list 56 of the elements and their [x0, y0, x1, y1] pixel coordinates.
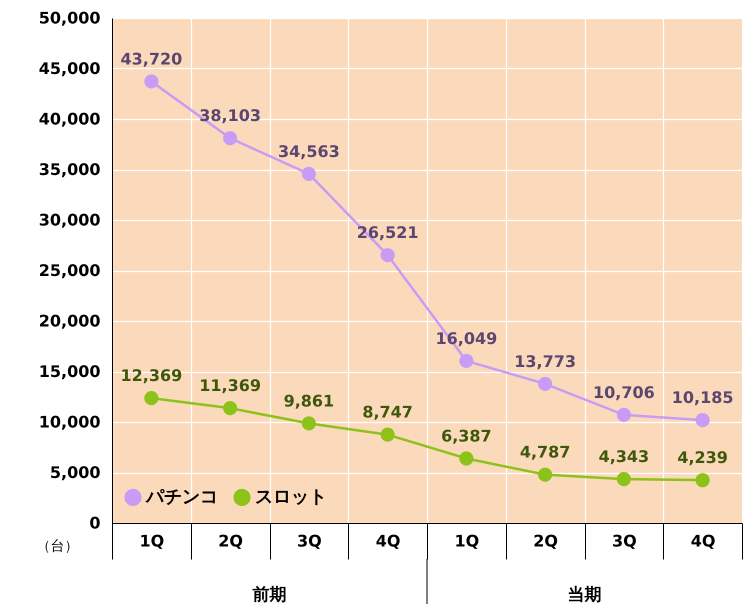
data-label: 11,369	[199, 376, 261, 396]
data-label: 34,563	[278, 142, 340, 161]
x-tick-label: 3Q	[612, 532, 637, 550]
point	[616, 472, 631, 486]
data-label: 13,773	[514, 352, 576, 371]
point	[538, 468, 552, 482]
point	[380, 248, 395, 262]
data-label: 4,239	[677, 448, 728, 468]
point	[144, 391, 158, 406]
point	[223, 131, 238, 146]
point	[696, 473, 710, 488]
point	[223, 401, 238, 416]
point	[302, 166, 316, 181]
x-tick-label: 3Q	[297, 532, 322, 550]
point	[459, 354, 474, 368]
data-label: 38,103	[199, 106, 261, 126]
point	[538, 376, 552, 391]
legend-label: スロット	[255, 486, 327, 508]
data-label: 4,343	[598, 447, 650, 466]
y-tick-label: 50,000	[38, 8, 100, 28]
point	[302, 416, 316, 430]
point	[459, 451, 474, 466]
point	[616, 408, 631, 422]
data-label: 26,521	[356, 223, 418, 242]
x-tick-label: 1Q	[140, 532, 164, 550]
point	[380, 428, 395, 442]
x-tick-label: 4Q	[690, 532, 716, 550]
legend-label: パチンコ	[145, 486, 218, 508]
data-label: 6,387	[441, 426, 492, 446]
x-tick-label: 2Q	[218, 532, 243, 550]
data-label: 4,787	[520, 442, 570, 462]
data-label: 9,861	[284, 391, 334, 410]
y-tick-label: 5,000	[50, 463, 100, 482]
y-tick-label: 10,000	[38, 412, 100, 432]
data-label: 8,747	[362, 402, 413, 422]
data-label: 16,049	[436, 328, 498, 348]
y-tick-label: 45,000	[38, 59, 100, 78]
y-tick-label: 0	[89, 514, 100, 532]
y-tick-label: 20,000	[38, 312, 100, 330]
y-tick-label: 15,000	[38, 362, 100, 381]
text: 前期	[252, 585, 286, 604]
y-tick-label: 40,000	[38, 110, 100, 128]
y-tick-label: 30,000	[38, 210, 100, 230]
y-axis-title: （台）	[36, 538, 78, 554]
data-label: 10,185	[672, 388, 734, 408]
x-tick-label: 1Q	[454, 532, 480, 550]
point	[696, 413, 710, 428]
y-tick-label: 35,000	[38, 160, 100, 179]
text: 当期	[568, 585, 602, 604]
data-label: 12,369	[120, 366, 182, 386]
data-label: 10,706	[593, 382, 655, 402]
point	[144, 74, 158, 88]
data-label: 43,720	[120, 49, 182, 68]
x-tick-label: 4Q	[376, 532, 400, 550]
y-tick-label: 25,000	[38, 261, 100, 280]
x-tick-label: 2Q	[533, 532, 558, 550]
